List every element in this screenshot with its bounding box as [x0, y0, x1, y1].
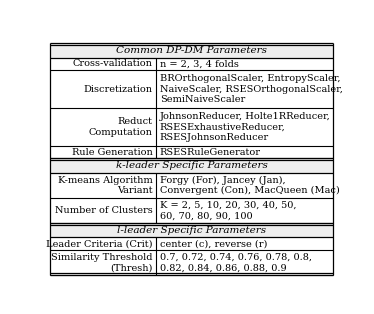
Text: Similarity Threshold
(Thresh): Similarity Threshold (Thresh): [51, 253, 153, 272]
Bar: [50, 159, 333, 173]
Text: Leader Criteria (Crit): Leader Criteria (Crit): [46, 239, 153, 248]
Text: Rule Generation: Rule Generation: [72, 148, 153, 157]
Text: Cross-validation: Cross-validation: [73, 59, 153, 68]
Text: Forgy (For), Jancey (Jan),
Convergent (Con), MacQueen (Mac): Forgy (For), Jancey (Jan), Convergent (C…: [160, 176, 340, 195]
Bar: [50, 223, 333, 237]
Text: JohnsonReducer, Holte1RReducer,
RSESExhaustiveReducer,
RSESJohnsonReducer: JohnsonReducer, Holte1RReducer, RSESExha…: [160, 112, 331, 142]
Text: BROrthogonalScaler, EntropyScaler,
NaiveScaler, RSESOrthogonalScaler,
SemiNaiveS: BROrthogonalScaler, EntropyScaler, Naive…: [160, 74, 343, 104]
Text: l-leader Specific Parameters: l-leader Specific Parameters: [117, 226, 266, 235]
Bar: [50, 43, 333, 58]
Text: k-leader Specific Parameters: k-leader Specific Parameters: [116, 161, 268, 170]
Text: 0.7, 0.72, 0.74, 0.76, 0.78, 0.8,
0.82, 0.84, 0.86, 0.88, 0.9: 0.7, 0.72, 0.74, 0.76, 0.78, 0.8, 0.82, …: [160, 253, 312, 272]
Text: K = 2, 5, 10, 20, 30, 40, 50,
60, 70, 80, 90, 100: K = 2, 5, 10, 20, 30, 40, 50, 60, 70, 80…: [160, 201, 296, 220]
Text: Number of Clusters: Number of Clusters: [55, 206, 153, 215]
Text: Common DP-DM Parameters: Common DP-DM Parameters: [116, 46, 267, 55]
Text: center (c), reverse (r): center (c), reverse (r): [160, 239, 267, 248]
Text: RSESRuleGenerator: RSESRuleGenerator: [160, 148, 261, 157]
Text: n = 2, 3, 4 folds: n = 2, 3, 4 folds: [160, 59, 239, 68]
Text: Discretization: Discretization: [84, 85, 153, 94]
Text: K-means Algorithm
Variant: K-means Algorithm Variant: [58, 176, 153, 195]
Text: Reduct
Computation: Reduct Computation: [89, 117, 153, 137]
